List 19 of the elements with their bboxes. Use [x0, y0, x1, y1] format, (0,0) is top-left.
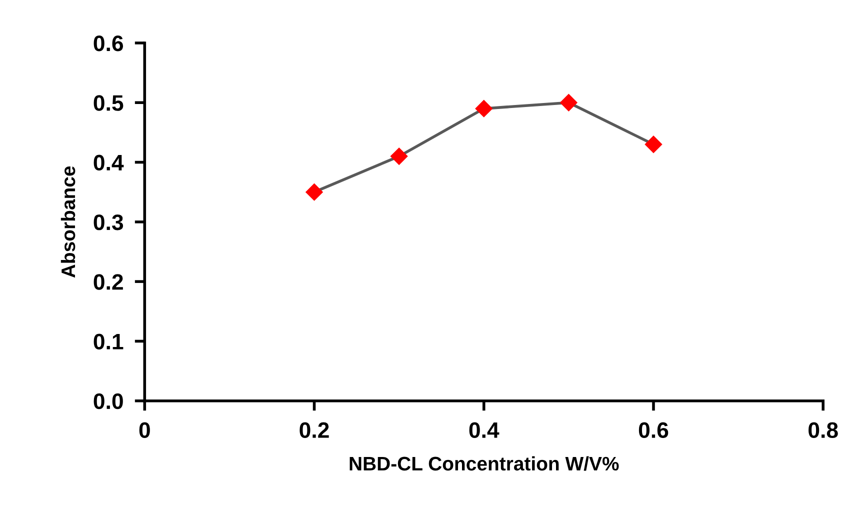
y-tick-label: 0.2 — [94, 274, 123, 290]
x-tick-label: 0.4 — [469, 422, 500, 438]
point — [560, 94, 578, 112]
x-tick-label: 0.2 — [300, 422, 329, 438]
y-tick-label: 0.0 — [94, 393, 123, 410]
y-tick-label: 0.5 — [94, 95, 124, 111]
point — [475, 100, 492, 118]
x-axis-title: NBD-CL Concentration W/V% — [350, 456, 619, 471]
point — [306, 184, 323, 201]
point — [644, 136, 662, 153]
x-tick-label: 0 — [139, 422, 150, 438]
y-tick-label: 0.6 — [94, 36, 124, 52]
y-axis-title: Absorbance — [60, 166, 76, 278]
x-tick-label: 0.6 — [638, 422, 668, 438]
x-tick-label: 0.8 — [808, 422, 838, 438]
y-tick-label: 0.1 — [94, 334, 124, 350]
y-tick-label: 0.4 — [94, 154, 124, 171]
point — [390, 148, 408, 165]
y-tick-label: 0.3 — [94, 214, 124, 230]
